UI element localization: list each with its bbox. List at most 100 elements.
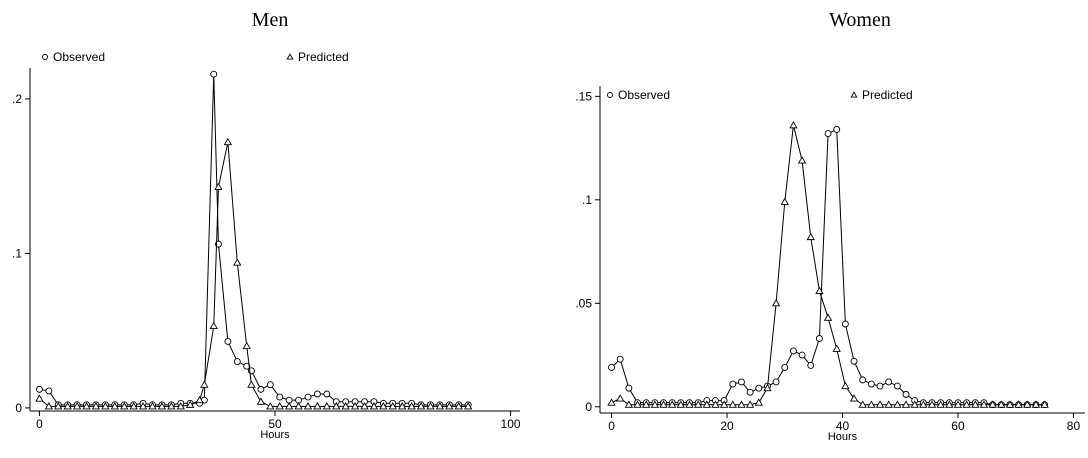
data-point-predicted: [332, 402, 341, 410]
data-point-predicted: [676, 400, 686, 408]
x-tick-label: 80: [1067, 419, 1081, 433]
data-point-predicted: [867, 400, 876, 408]
data-point-predicted: [1023, 400, 1032, 408]
data-point-observed: [841, 320, 849, 328]
data-point-observed: [608, 364, 615, 371]
series-observed: [608, 126, 1049, 409]
data-point-predicted: [294, 402, 303, 410]
data-point-predicted: [1040, 400, 1049, 408]
data-point-predicted: [971, 400, 980, 408]
data-point-predicted: [884, 400, 893, 408]
data-point-predicted: [763, 383, 772, 392]
x-axis-label: Hours: [828, 431, 858, 443]
data-point-predicted: [350, 402, 360, 410]
data-point-predicted: [209, 321, 218, 330]
data-point-observed: [755, 384, 763, 392]
data-point-predicted: [789, 121, 798, 129]
legend-label: Observed: [53, 50, 105, 64]
data-point-predicted: [435, 402, 445, 410]
data-point-predicted: [901, 400, 911, 408]
data-point-predicted: [101, 402, 110, 410]
data-point-predicted: [849, 394, 859, 402]
data-point-predicted: [650, 400, 660, 408]
data-point-observed: [35, 385, 43, 393]
data-point-predicted: [823, 313, 833, 321]
data-point-observed: [824, 130, 832, 138]
data-point-predicted: [893, 400, 902, 408]
legend-predicted-icon: [286, 53, 294, 60]
legend-label: Predicted: [862, 88, 913, 102]
data-point-predicted: [416, 402, 426, 410]
data-point-predicted: [445, 402, 454, 410]
data-point-observed: [243, 362, 251, 370]
data-point-predicted: [875, 400, 885, 408]
data-point-predicted: [54, 402, 63, 410]
data-point-predicted: [322, 402, 332, 410]
data-point-predicted: [806, 232, 815, 241]
x-tick-label: 60: [951, 419, 965, 433]
data-point-predicted: [719, 400, 729, 408]
data-point-predicted: [642, 400, 651, 408]
data-point-predicted: [167, 402, 176, 410]
data-point-predicted: [195, 395, 204, 404]
data-point-observed: [876, 382, 884, 390]
chart-panel-women: Women 0 .05 .1 .15 0 20 40 60 80 Hours Observed Pred…: [575, 9, 1085, 443]
data-point-predicted: [919, 400, 928, 408]
data-point-predicted: [360, 402, 369, 410]
data-point-predicted: [728, 400, 737, 408]
y-tick-label: .1: [12, 246, 22, 260]
legend-predicted-icon: [850, 91, 858, 98]
data-point-predicted: [997, 400, 1006, 408]
data-point-observed: [885, 378, 893, 386]
data-point-predicted: [341, 402, 350, 410]
legend: Observed Predicted: [42, 50, 349, 64]
data-point-predicted: [35, 394, 44, 402]
data-point-predicted: [711, 400, 720, 408]
data-point-observed: [807, 361, 815, 369]
data-point-predicted: [233, 258, 242, 266]
data-point-predicted: [616, 394, 625, 402]
data-point-observed: [789, 347, 797, 355]
data-point-observed: [266, 381, 274, 389]
chart-title: Men: [252, 9, 289, 31]
data-point-observed: [772, 378, 780, 386]
data-point-predicted: [63, 402, 72, 410]
data-point-observed: [257, 385, 265, 393]
data-point-predicted: [624, 400, 634, 408]
x-tick-label: 50: [268, 417, 282, 431]
data-point-predicted: [426, 402, 435, 410]
data-point-predicted: [284, 402, 294, 410]
data-point-predicted: [737, 400, 746, 408]
data-point-predicted: [398, 402, 407, 410]
y-tick-label: .15: [575, 89, 592, 103]
data-point-observed: [210, 70, 218, 78]
data-point-predicted: [927, 400, 937, 408]
data-point-predicted: [369, 402, 379, 410]
data-point-predicted: [200, 380, 209, 388]
data-point-predicted: [313, 402, 322, 410]
data-point-predicted: [82, 402, 91, 410]
data-point-predicted: [797, 156, 807, 164]
series-line-predicted: [39, 142, 469, 407]
data-point-predicted: [841, 381, 850, 390]
data-point-predicted: [44, 402, 54, 410]
data-point-predicted: [256, 397, 266, 405]
data-point-predicted: [186, 400, 195, 408]
data-point-predicted: [379, 402, 388, 410]
legend-observed-icon: [42, 54, 48, 60]
data-point-observed: [224, 338, 232, 345]
data-point-observed: [815, 335, 823, 342]
data-point-observed: [867, 380, 875, 388]
legend: Observed Predicted: [607, 88, 913, 102]
data-point-predicted: [148, 402, 157, 410]
data-point-predicted: [771, 299, 781, 307]
y-tick-label: .2: [12, 92, 22, 106]
data-point-predicted: [745, 400, 755, 408]
chart-panel-men: Men 0 .1 .2 0 50 100 Hours Observed Predicted: [12, 9, 521, 441]
data-point-predicted: [138, 402, 148, 410]
data-point-predicted: [815, 286, 824, 294]
data-point-predicted: [685, 400, 694, 408]
data-point-observed: [893, 382, 901, 390]
data-point-predicted: [832, 344, 841, 352]
